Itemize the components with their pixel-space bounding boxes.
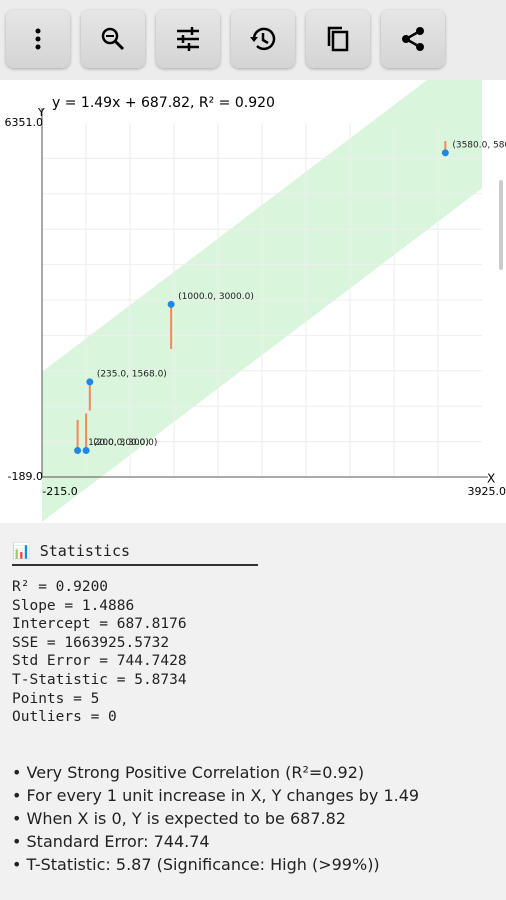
insight-bullet: • For every 1 unit increase in X, Y chan… <box>12 785 420 805</box>
heading-rule <box>12 564 258 566</box>
equation: y = 1.49x + 687.82, R² = 0.920 <box>52 95 275 111</box>
tune-icon <box>177 27 199 51</box>
x-tick-label: 3925.0 <box>468 485 506 498</box>
statistics-heading: 📊 Statistics <box>12 542 131 560</box>
stat-line: Slope = 1.4886 <box>12 597 135 614</box>
history-icon <box>250 27 276 51</box>
stat-line: Outliers = 0 <box>12 709 117 726</box>
data-point <box>441 149 449 157</box>
y-axis-label: Y <box>37 106 45 119</box>
point-label: (200.0, 300.0) <box>93 438 157 448</box>
copy-button[interactable] <box>306 10 370 68</box>
data-point <box>167 300 175 308</box>
toolbar <box>0 0 506 80</box>
copy-icon <box>327 26 349 52</box>
chart: y = 1.49x + 687.82, R² = 0.920 Y X -215.… <box>0 80 506 523</box>
statistics-panel: 📊 Statistics R² = 0.9200 Slope = 1.4886 In… <box>12 538 492 876</box>
stat-line: R² = 0.9200 <box>12 579 109 595</box>
stat-line: Intercept = 687.8176 <box>12 616 187 633</box>
stat-line: SSE = 1663925.5732 <box>12 634 170 651</box>
stat-line: Std Error = 744.7428 <box>12 653 187 670</box>
point-label: (120.0, 300.0) <box>85 438 149 448</box>
x-axis-label: X <box>487 472 495 486</box>
point-label: (235.0, 1568.0) <box>97 369 167 379</box>
insight-bullet: • T-Statistic: 5.87 (Significance: High … <box>12 854 380 874</box>
share-icon <box>402 27 424 51</box>
stat-line: T-Statistic = 5.8734 <box>12 671 187 688</box>
share-button[interactable] <box>381 10 445 68</box>
insight-bullet: • Standard Error: 744.74 <box>12 831 210 851</box>
stat-line: Points = 5 <box>12 690 100 707</box>
data-point <box>82 447 90 455</box>
insight-bullet: • Very Strong Positive Correlation (R²=0… <box>12 762 365 782</box>
scrollbar <box>499 180 503 270</box>
menu-button[interactable] <box>6 10 70 68</box>
point-label: (1000.0, 3000.0) <box>178 292 254 302</box>
zoom-button[interactable] <box>81 10 145 68</box>
data-point <box>74 447 82 455</box>
data-point <box>86 378 94 386</box>
menu-icon <box>35 28 41 50</box>
zoom-icon <box>101 27 125 51</box>
insight-bullet: • When X is 0, Y is expected to be 687.8… <box>12 808 346 828</box>
y-tick-label: 6351.0 <box>5 116 44 129</box>
y-tick-label: -189.0 <box>8 470 43 483</box>
settings-button[interactable] <box>156 10 220 68</box>
point-label: (3580.0, 5800.0) <box>452 140 506 150</box>
history-button[interactable] <box>231 10 295 68</box>
x-tick-label: -215.0 <box>42 485 77 498</box>
